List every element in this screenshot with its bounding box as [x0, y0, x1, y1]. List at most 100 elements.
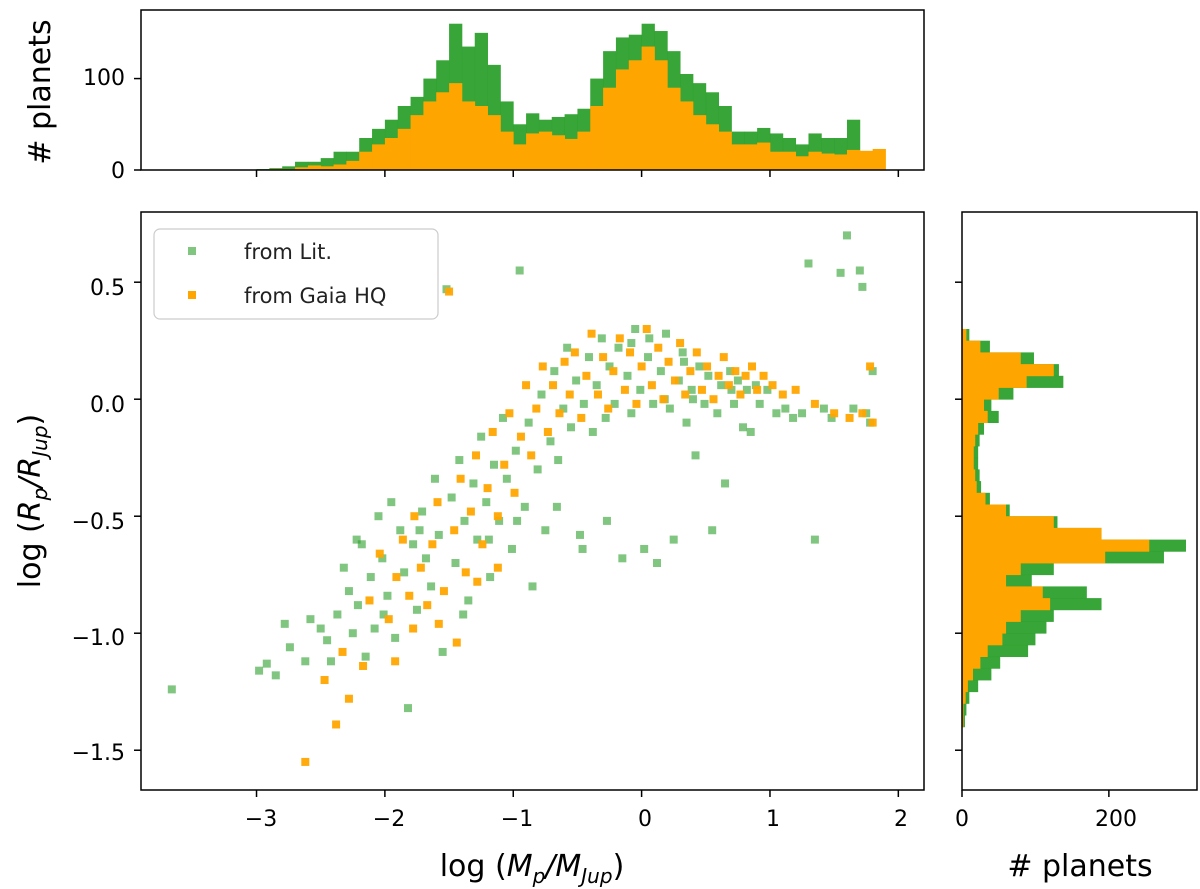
scatter-point-lit-87 — [662, 329, 670, 338]
scatter-point-lit-44 — [477, 432, 486, 441]
scatter-point-gaia-1 — [332, 720, 341, 729]
scatter-point-lit-128 — [379, 610, 388, 619]
scatter-point-lit-56 — [528, 582, 537, 591]
scatter-point-gaia-9 — [392, 573, 401, 582]
scatter-point-lit-25 — [396, 526, 405, 535]
top-hist-bar-gaia-7 — [346, 160, 360, 170]
top-hist-bar-gaia-29 — [628, 60, 643, 170]
scatter-point-lit-41 — [464, 596, 473, 605]
scatter-point-lit-54 — [520, 502, 529, 511]
scatter-point-lit-113 — [789, 413, 798, 422]
scatter-point-lit-102 — [726, 367, 735, 376]
right-hist-bar-gaia-17 — [962, 516, 1054, 529]
scatter-point-gaia-49 — [615, 334, 624, 343]
scatter-point-lit-107 — [746, 427, 755, 436]
scatter-point-gaia-52 — [632, 399, 641, 408]
scatter-point-gaia-18 — [445, 287, 454, 296]
scatter-point-gaia-89 — [473, 577, 482, 586]
scatter-point-gaia-28 — [500, 460, 509, 469]
scatter-point-gaia-77 — [778, 390, 787, 399]
scatter-point-gaia-90 — [493, 563, 502, 572]
scatter-point-lit-75 — [610, 399, 619, 408]
top-hist-bar-gaia-45 — [834, 154, 848, 170]
scatter-point-lit-74 — [605, 362, 614, 371]
scatter-point-lit-68 — [579, 399, 588, 408]
scatter-point-lit-46 — [486, 573, 495, 582]
top-hist-bar-gaia-13 — [423, 101, 437, 170]
top-hist-bar-lit-2 — [282, 166, 296, 170]
scatter-point-lit-5 — [285, 643, 294, 652]
scatter-point-lit-53 — [515, 266, 524, 275]
top-hist-bar-gaia-48 — [872, 148, 886, 170]
scatter-point-gaia-35 — [538, 362, 547, 371]
scatter-point-lit-73 — [601, 413, 610, 422]
scatter-point-lit-21 — [378, 554, 387, 563]
scatter-point-gaia-74 — [753, 385, 762, 394]
scatter-point-lit-129 — [415, 526, 424, 535]
scatter-point-lit-138 — [627, 339, 636, 348]
scatter-point-gaia-78 — [791, 385, 800, 394]
scatter-point-lit-10 — [326, 657, 335, 666]
scatter-point-gaia-67 — [714, 371, 723, 380]
scatter-point-gaia-5 — [359, 661, 368, 670]
main-panel-frame — [140, 211, 925, 791]
scatter-point-lit-55 — [524, 418, 533, 427]
scatter-point-gaia-34 — [532, 404, 541, 413]
right-hist-bar-gaia-14 — [962, 551, 1106, 564]
scatter-point-lit-48 — [495, 516, 504, 525]
top-hist-bar-gaia-41 — [782, 151, 797, 170]
scatter-point-lit-27 — [403, 704, 412, 713]
scatter-point-lit-1 — [255, 666, 264, 675]
top-hist-bar-gaia-43 — [808, 151, 822, 170]
scatter-point-lit-22 — [383, 591, 392, 600]
right-hist-bar-gaia-31 — [962, 352, 1021, 365]
scatter-point-gaia-65 — [703, 362, 712, 371]
scatter-point-gaia-15 — [428, 540, 437, 549]
scatter-point-lit-71 — [592, 381, 601, 390]
scatter-point-lit-98 — [708, 526, 717, 535]
scatter-point-lit-47 — [489, 460, 498, 469]
scatter-point-lit-18 — [366, 573, 375, 582]
scatter-point-lit-16 — [357, 540, 366, 549]
scatter-point-lit-117 — [819, 404, 828, 413]
scatter-point-lit-70 — [588, 427, 597, 436]
right-histogram-bars — [962, 329, 1186, 728]
xtick-label-neg2: −2 — [373, 807, 405, 832]
scatter-point-lit-7 — [306, 615, 315, 624]
scatter-point-gaia-32 — [522, 381, 531, 390]
right-hist-bar-gaia-3 — [962, 680, 968, 693]
right-hist-bar-gaia-13 — [962, 563, 1021, 576]
scatter-point-lit-6 — [301, 657, 310, 666]
scatter-point-lit-33 — [430, 474, 439, 483]
scatter-point-lit-88 — [665, 404, 674, 413]
top-hist-bar-gaia-32 — [667, 87, 681, 170]
scatter-point-lit-127 — [352, 535, 361, 544]
scatter-point-gaia-7 — [375, 549, 384, 558]
top-hist-bar-gaia-30 — [641, 46, 655, 170]
scatter-point-lit-8 — [316, 624, 325, 633]
scatter-point-gaia-37 — [549, 381, 558, 390]
scatter-point-gaia-55 — [647, 381, 656, 390]
top-hist-bar-gaia-20 — [513, 144, 527, 170]
scatter-point-lit-137 — [679, 357, 688, 366]
scatter-point-gaia-0 — [301, 757, 310, 766]
scatter-point-gaia-58 — [664, 357, 673, 366]
scatter-point-gaia-19 — [450, 526, 459, 535]
right-hist-bar-gaia-18 — [962, 504, 1007, 517]
scatter-point-lit-122 — [855, 266, 864, 275]
top-hist-bar-gaia-18 — [487, 115, 501, 170]
legend-box — [153, 228, 439, 320]
top-hist-bar-gaia-3 — [295, 167, 309, 170]
top-hist-bar-gaia-4 — [307, 165, 322, 170]
right-hist-bar-gaia-29 — [962, 375, 1027, 388]
scatter-point-gaia-23 — [472, 451, 481, 460]
scatter-panel: −3 −2 −1 0 1 2 0.5 0.0 −0.5 −1.0 −1.5 lo… — [13, 211, 925, 888]
scatter-point-lit-95 — [695, 362, 704, 371]
scatter-point-gaia-3 — [320, 676, 329, 685]
right-hist-bar-gaia-21 — [962, 469, 976, 482]
scatter-point-lit-77 — [618, 554, 627, 563]
scatter-point-gaia-46 — [599, 353, 608, 362]
scatter-point-lit-109 — [755, 399, 764, 408]
xtick-label-neg1: −1 — [501, 807, 533, 832]
main-axis-ticks — [134, 281, 900, 797]
